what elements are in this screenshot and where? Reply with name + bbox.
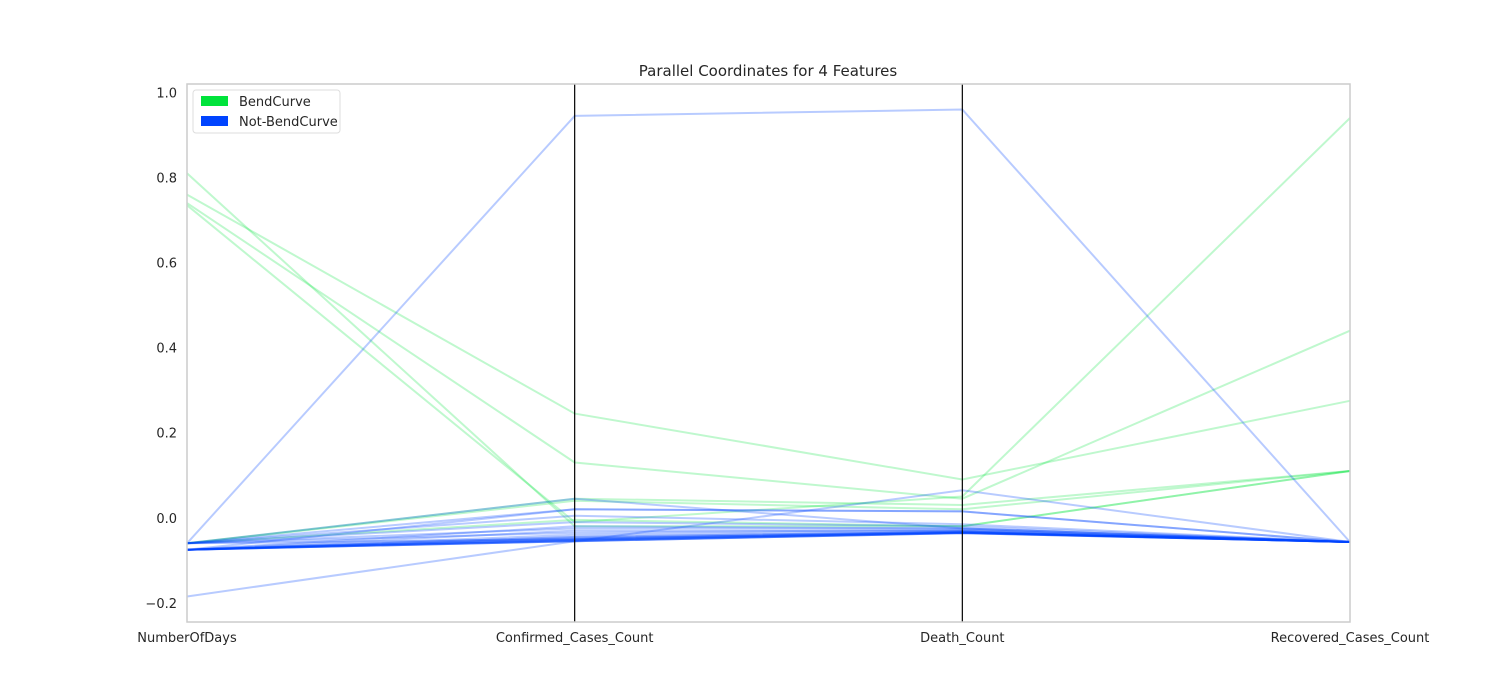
legend-label: BendCurve [239, 95, 311, 110]
series-line [186, 531, 1351, 551]
feature-label: Recovered_Cases_Count [1271, 631, 1430, 646]
series-line [186, 525, 1351, 551]
legend-label: Not-BendCurve [239, 115, 338, 130]
feature-label: NumberOfDays [137, 631, 237, 646]
series-line [186, 532, 1351, 551]
feature-labels: NumberOfDays Confirmed_Cases_Count Death_C… [137, 631, 1429, 646]
series-line [186, 528, 1351, 545]
legend-box [192, 89, 341, 134]
series-line [186, 530, 1351, 551]
legend: BendCurve Not-BendCurve [192, 89, 341, 134]
series-line [186, 531, 1351, 551]
plot-frame [186, 83, 1351, 623]
series-line [186, 172, 1351, 528]
series-line [186, 470, 1351, 545]
series-line [186, 529, 1351, 551]
series-line [186, 530, 1351, 545]
legend-swatch [201, 116, 228, 126]
y-tick-label: 0.2 [156, 427, 177, 442]
series-line [186, 531, 1351, 551]
series-line [186, 514, 1351, 545]
series-line [186, 529, 1351, 551]
series-line [186, 532, 1351, 551]
y-tick-label: 0.6 [156, 257, 177, 272]
series-line [186, 202, 1351, 500]
feature-label: Confirmed_Cases_Count [496, 631, 654, 646]
series-line [186, 470, 1351, 545]
series-line [186, 521, 1351, 545]
y-tick-label: 0.8 [156, 172, 177, 187]
series-line [186, 532, 1351, 551]
feature-axes [574, 84, 963, 622]
series-line [186, 527, 1351, 545]
series-line [186, 508, 1351, 545]
series-line [186, 508, 1351, 551]
feature-label: Death_Count [920, 631, 1004, 646]
series-line [186, 531, 1351, 551]
series-line [186, 117, 1351, 524]
series-line [186, 530, 1351, 551]
chart-title: Parallel Coordinates for 4 Features [639, 62, 898, 80]
series-line [186, 531, 1351, 551]
y-tick-label: 0.0 [156, 512, 177, 527]
series-not-bendcurve [186, 108, 1351, 598]
series-line [186, 497, 1351, 545]
y-tick-labels: −0.2 0.0 0.2 0.4 0.6 0.8 1.0 [145, 87, 177, 612]
series-bendcurve [186, 117, 1351, 545]
data-lines [186, 108, 1351, 598]
series-line [186, 108, 1351, 544]
y-tick-label: −0.2 [145, 597, 177, 612]
series-line [186, 489, 1351, 598]
series-line [186, 531, 1351, 551]
y-tick-label: 1.0 [156, 87, 177, 102]
y-tick-label: 0.4 [156, 342, 177, 357]
series-line [186, 193, 1351, 481]
series-line [186, 470, 1351, 545]
legend-swatch [201, 96, 228, 106]
